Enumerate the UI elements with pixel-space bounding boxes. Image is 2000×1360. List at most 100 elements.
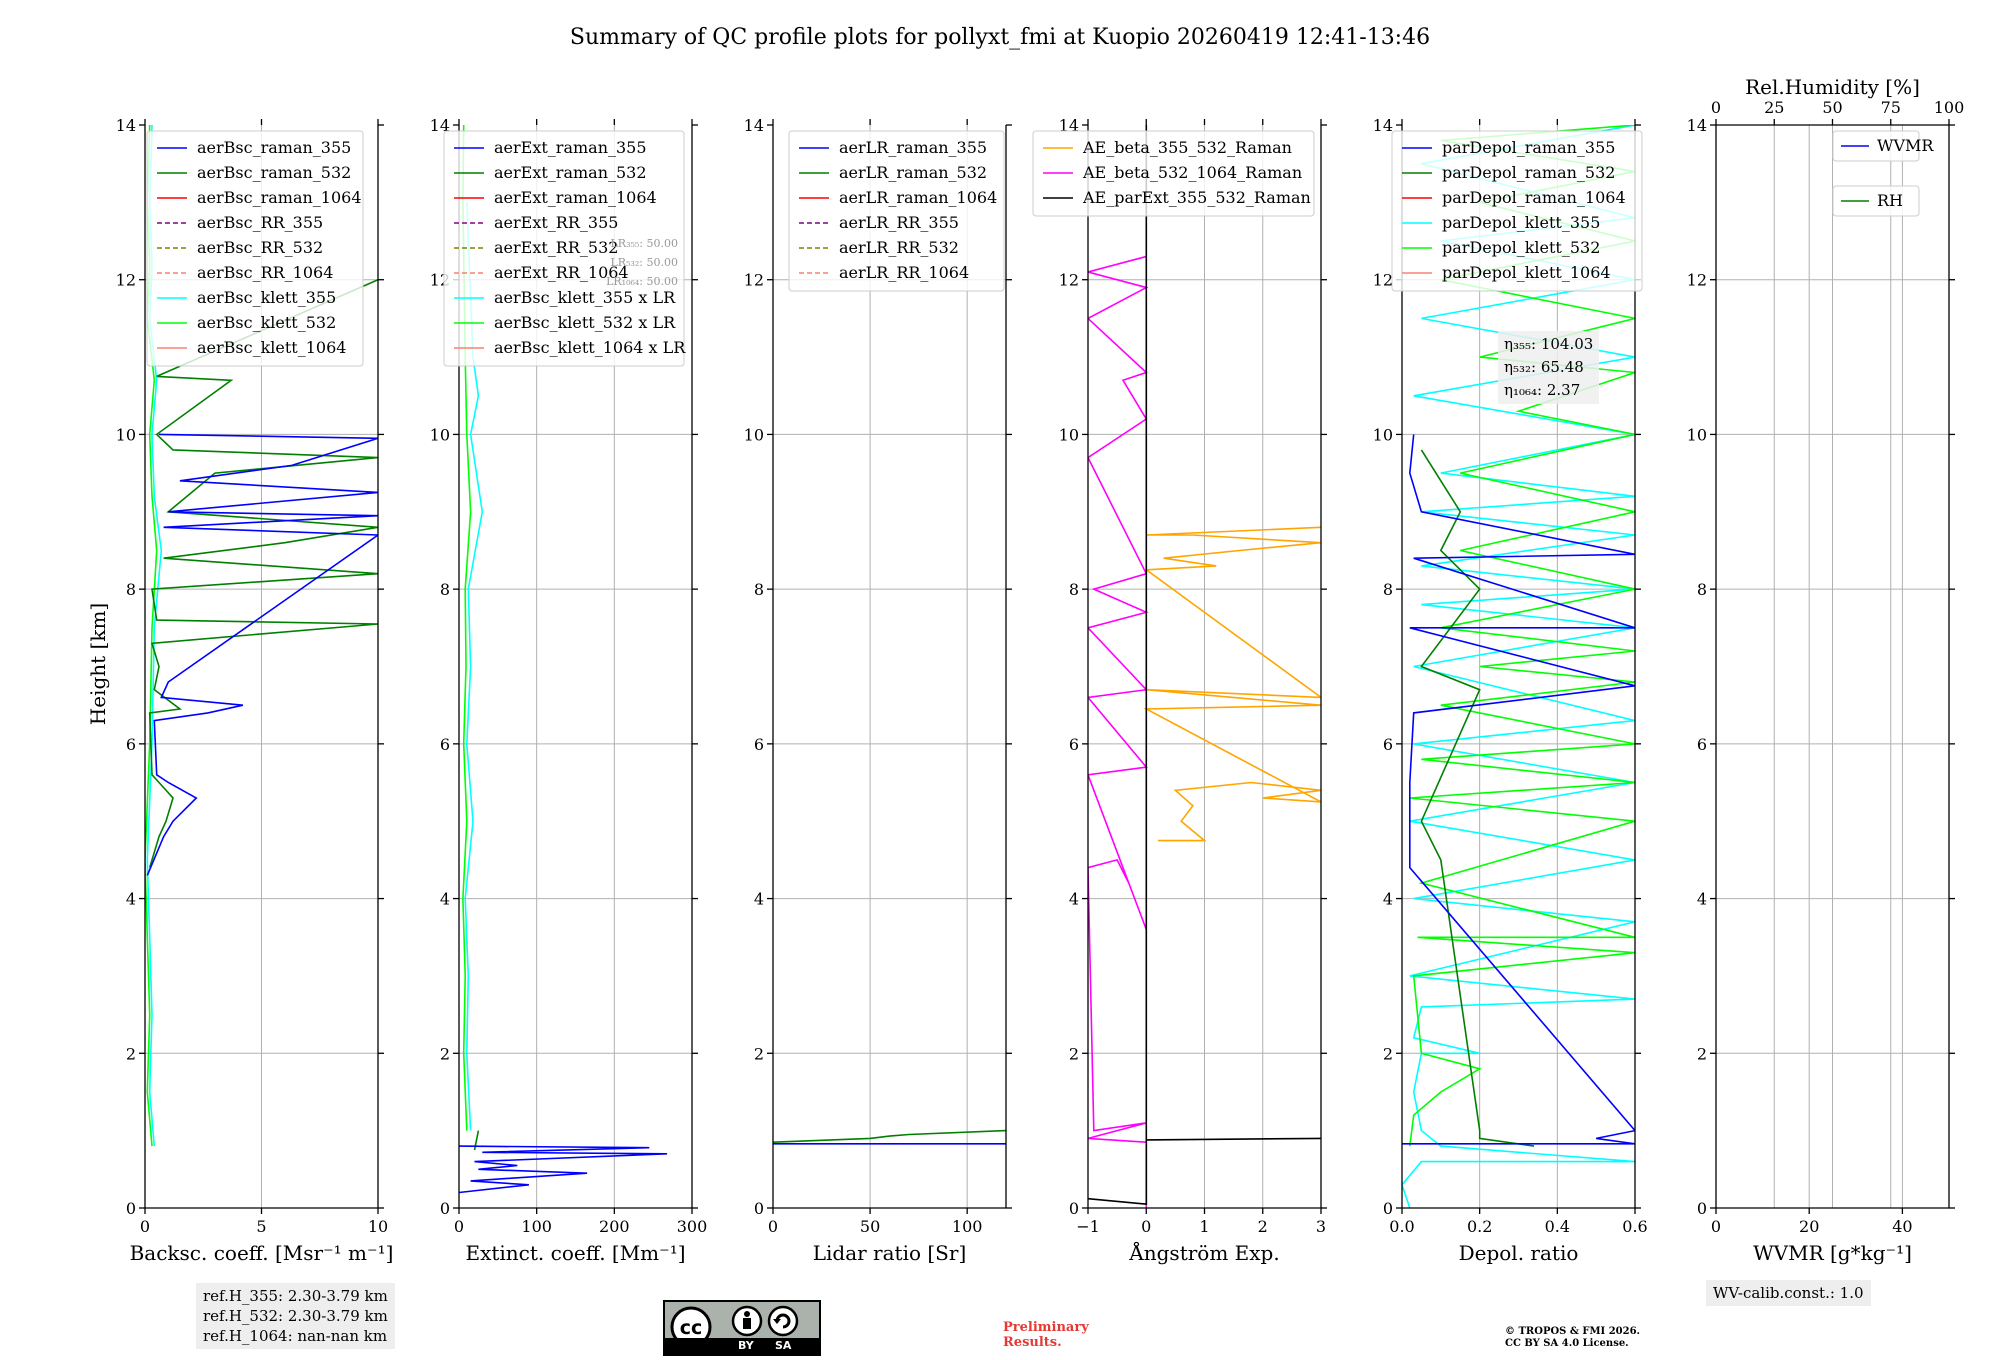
wv-calib-box: WV-calib.const.: 1.0 bbox=[1706, 1280, 1871, 1306]
series-parDepol_klett_532 bbox=[1409, 125, 1635, 1147]
legend-label: aerBsc_raman_355 bbox=[197, 138, 351, 157]
x-tick-label: 50 bbox=[860, 1217, 880, 1236]
series-AE_beta_355_532_Raman bbox=[1143, 526, 1321, 842]
series-AE_parExt_355_532_Raman bbox=[1088, 125, 1321, 1205]
series-AE_beta_532_1064_Raman bbox=[1088, 255, 1149, 1208]
x-tick-label: 0.2 bbox=[1467, 1217, 1492, 1236]
y-tick-label: 14 bbox=[744, 116, 764, 135]
legend-label: aerLR_raman_355 bbox=[839, 138, 987, 157]
x2-axis-label: Rel.Humidity [%] bbox=[1745, 75, 1920, 99]
legend-label: parDepol_raman_355 bbox=[1442, 138, 1615, 157]
lr-355: LR₃₅₅: 50.00 bbox=[610, 237, 678, 250]
y-tick-label: 2 bbox=[126, 1044, 136, 1063]
figure-title: Summary of QC profile plots for pollyxt_… bbox=[570, 25, 1430, 50]
legend-label: aerExt_RR_355 bbox=[494, 213, 618, 232]
y-tick-label: 6 bbox=[1069, 735, 1079, 754]
eta-355: η₃₅₅: 104.03 bbox=[1504, 335, 1594, 353]
x-tick-label: 0.4 bbox=[1545, 1217, 1570, 1236]
y-tick-label: 6 bbox=[1383, 735, 1393, 754]
y-tick-label: 4 bbox=[1069, 890, 1079, 909]
x-axis-label: Backsc. coeff. [Msr⁻¹ m⁻¹] bbox=[130, 1241, 394, 1265]
x-tick-label: 0 bbox=[1141, 1217, 1151, 1236]
y-tick-label: 0 bbox=[1069, 1199, 1079, 1218]
y-tick-label: 4 bbox=[126, 890, 136, 909]
cc-sa-label: SA bbox=[775, 1339, 792, 1352]
y-tick-label: 10 bbox=[1687, 425, 1707, 444]
x-tick-label: 0.6 bbox=[1622, 1217, 1647, 1236]
x-axis-label: Extinct. coeff. [Mm⁻¹] bbox=[465, 1241, 685, 1265]
y-tick-label: 8 bbox=[126, 580, 136, 599]
legend-box bbox=[1832, 185, 1920, 217]
y-tick-label: 4 bbox=[1383, 890, 1393, 909]
series-aerExt_raman_532 bbox=[473, 1130, 480, 1151]
series-aerBsc_klett_355 x LR bbox=[464, 202, 484, 1131]
y-tick-label: 0 bbox=[1697, 1199, 1707, 1218]
y-tick-label: 0 bbox=[754, 1199, 764, 1218]
x-tick-label: 100 bbox=[952, 1217, 983, 1236]
x2-tick-label: 25 bbox=[1764, 98, 1784, 117]
series-parDepol_raman_532 bbox=[1420, 449, 1535, 1147]
y-tick-label: 10 bbox=[744, 425, 764, 444]
cc-license-badge: cc BY SA bbox=[663, 1300, 821, 1356]
legend-label: WVMR bbox=[1877, 136, 1934, 155]
y-tick-label: 6 bbox=[126, 735, 136, 754]
y-tick-label: 2 bbox=[1069, 1044, 1079, 1063]
wv-calib-text: WV-calib.const.: 1.0 bbox=[1713, 1284, 1864, 1302]
y-tick-label: 10 bbox=[116, 425, 136, 444]
y-tick-label: 8 bbox=[754, 580, 764, 599]
legend-label: parDepol_klett_355 bbox=[1442, 213, 1600, 232]
series-aerLR_raman_532 bbox=[773, 1129, 1006, 1143]
x-tick-label: 2 bbox=[1258, 1217, 1268, 1236]
x-tick-label: 200 bbox=[599, 1217, 630, 1236]
y-tick-label: 12 bbox=[1373, 271, 1393, 290]
sa-icon bbox=[767, 1305, 799, 1337]
reference-height-box: ref.H_355: 2.30-3.79 km ref.H_532: 2.30-… bbox=[196, 1283, 395, 1349]
legend-label: aerExt_raman_355 bbox=[494, 138, 647, 157]
eta-1064: η₁₀₆₄: 2.37 bbox=[1504, 381, 1581, 399]
y-tick-label: 2 bbox=[1383, 1044, 1393, 1063]
panel-lidar_ratio: 0 2 4 6 8 10 12 14 0 50 100 Lidar ratio [Sr] aerLR_r… bbox=[744, 116, 1012, 1265]
y-tick-label: 4 bbox=[754, 890, 764, 909]
svg-text:cc: cc bbox=[680, 1317, 703, 1339]
x2-tick-label: 0 bbox=[1711, 98, 1721, 117]
legend-label: aerBsc_raman_532 bbox=[197, 163, 351, 182]
y-tick-label: 8 bbox=[1383, 580, 1393, 599]
y-tick-label: 2 bbox=[440, 1044, 450, 1063]
y-tick-label: 10 bbox=[1373, 425, 1393, 444]
y-tick-label: 8 bbox=[1069, 580, 1079, 599]
ref-height-355: ref.H_355: 2.30-3.79 km bbox=[203, 1287, 388, 1305]
legend-label: aerBsc_RR_532 bbox=[197, 238, 323, 257]
copyright-note: © TROPOS & FMI 2026. CC BY SA 4.0 Licens… bbox=[1505, 1326, 1640, 1350]
x-tick-label: 0 bbox=[140, 1217, 150, 1236]
x-tick-label: 300 bbox=[677, 1217, 708, 1236]
y-tick-label: 0 bbox=[126, 1199, 136, 1218]
legend-label: aerExt_raman_532 bbox=[494, 163, 647, 182]
eta-532: η₅₃₂: 65.48 bbox=[1504, 358, 1584, 376]
legend-label: aerExt_raman_1064 bbox=[494, 188, 657, 207]
x-tick-label: 100 bbox=[521, 1217, 552, 1236]
x-tick-label: 5 bbox=[256, 1217, 266, 1236]
y-tick-label: 14 bbox=[430, 116, 450, 135]
preliminary-note: Preliminary Results. bbox=[1003, 1320, 1089, 1350]
legend-label: AE_beta_355_532_Raman bbox=[1082, 138, 1292, 157]
y-tick-label: 14 bbox=[1059, 116, 1079, 135]
y-tick-label: 12 bbox=[1059, 271, 1079, 290]
y-tick-label: 14 bbox=[116, 116, 136, 135]
copyright-line-1: © TROPOS & FMI 2026. bbox=[1505, 1326, 1641, 1337]
preliminary-line-2: Results. bbox=[1003, 1335, 1062, 1350]
cc-icon bbox=[670, 1306, 712, 1340]
series-aerBsc_raman_532 bbox=[148, 278, 378, 868]
y-tick-label: 14 bbox=[1373, 116, 1393, 135]
legend-label: AE_beta_532_1064_Raman bbox=[1082, 163, 1302, 182]
y-tick-label: 10 bbox=[430, 425, 450, 444]
legend-label: aerBsc_RR_355 bbox=[197, 213, 323, 232]
legend-label: aerLR_raman_532 bbox=[839, 163, 987, 182]
legend-label: parDepol_klett_1064 bbox=[1442, 263, 1611, 282]
panel-backscatter: 0 2 4 6 8 10 12 14 0 5 10 Backsc. coeff. [Msr⁻¹ m⁻¹… bbox=[116, 116, 394, 1265]
legend-label: aerBsc_klett_355 x LR bbox=[494, 288, 676, 307]
series-aerExt_raman_355 bbox=[459, 1145, 668, 1194]
legend-label: aerBsc_klett_1064 x LR bbox=[494, 338, 686, 357]
legend-label: aerBsc_RR_1064 bbox=[197, 263, 333, 282]
y-tick-label: 0 bbox=[1383, 1199, 1393, 1218]
